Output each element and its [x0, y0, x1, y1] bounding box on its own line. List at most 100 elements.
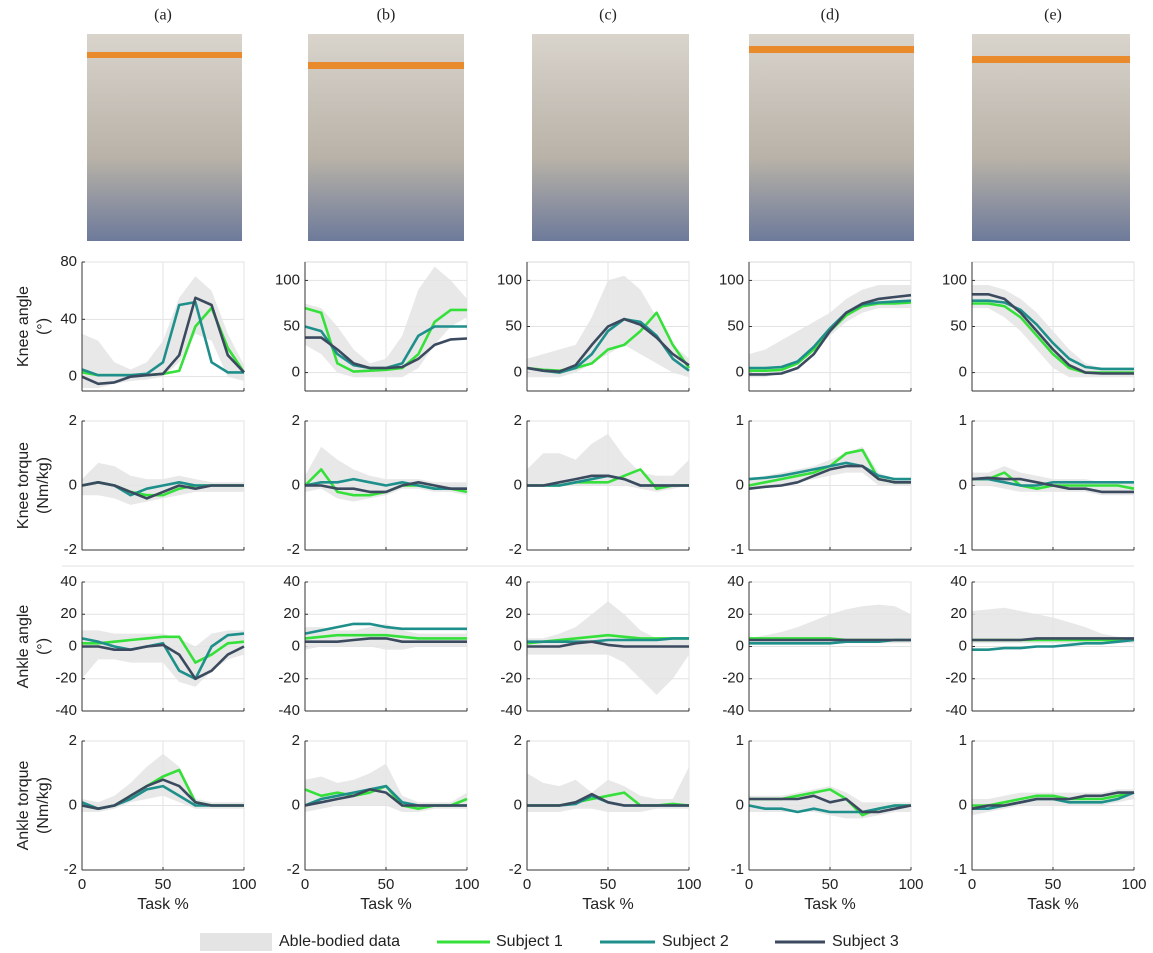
y-tick-label: 2	[292, 412, 300, 429]
y-tick-label: 2	[514, 412, 522, 429]
y-axis-label: Knee angle	[15, 286, 32, 367]
y-tick-label: 20	[950, 605, 967, 622]
plot: 050100-202Task %	[509, 732, 702, 913]
panel-label: (d)	[821, 7, 840, 24]
y-tick-label: 0	[514, 796, 522, 813]
x-tick-label: 0	[301, 876, 309, 893]
photo	[749, 34, 914, 241]
y-tick-label: -1	[954, 861, 967, 878]
photo	[972, 34, 1130, 241]
y-axis-label: Ankle torque	[15, 760, 32, 850]
photo	[87, 34, 242, 241]
y-tick-label: -20	[500, 670, 522, 687]
plot: -40 -20 0 20 40 Ankle angle(°)	[15, 573, 244, 719]
y-tick-label: 20	[505, 605, 522, 622]
panel-label: (a)	[154, 7, 172, 24]
y-tick-label: 100	[275, 271, 300, 288]
x-tick-label: 0	[78, 876, 86, 893]
y-tick-label: 0	[959, 476, 967, 493]
y-tick-label: -20	[55, 670, 77, 687]
y-tick-label: 2	[69, 732, 77, 749]
plot: -202	[509, 412, 689, 558]
legend-swatch	[200, 933, 272, 951]
y-tick-label: -40	[55, 702, 77, 719]
figure: (a)(b)(c)(d)(e)04080Knee angle(°)0501000…	[0, 0, 1153, 953]
y-tick-label: -2	[509, 861, 522, 878]
y-tick-label: 1	[959, 412, 967, 429]
plot: 050100	[942, 262, 1134, 391]
y-tick-label: 40	[283, 573, 300, 590]
y-tick-label: 50	[727, 317, 744, 334]
y-axis-label: (Nm/kg)	[35, 457, 52, 514]
y-tick-label: 0	[514, 476, 522, 493]
y-tick-label: 0	[292, 364, 300, 381]
y-tick-label: 2	[69, 412, 77, 429]
x-tick-label: 100	[454, 876, 479, 893]
y-tick-label: 1	[959, 732, 967, 749]
panel-label: (c)	[599, 7, 617, 24]
photo-detail	[749, 46, 914, 53]
panel-label: (e)	[1044, 7, 1062, 24]
y-tick-label: 100	[942, 271, 967, 288]
y-tick-label: -2	[64, 861, 77, 878]
y-tick-label: 0	[69, 637, 77, 654]
y-tick-label: 20	[727, 605, 744, 622]
photo-detail	[308, 62, 464, 69]
y-tick-label: 0	[69, 796, 77, 813]
y-axis-label: (°)	[35, 318, 52, 335]
x-axis-label: Task %	[804, 896, 856, 913]
y-tick-label: 80	[60, 253, 77, 270]
y-tick-label: 40	[505, 573, 522, 590]
plot: -40-2002040	[500, 573, 689, 719]
plot: 050100	[275, 262, 467, 391]
panel-label: (b)	[377, 7, 396, 24]
plot: -1 0 1	[954, 412, 1134, 558]
y-tick-label: -2	[287, 541, 300, 558]
y-tick-label: -1	[954, 541, 967, 558]
y-tick-label: 0	[292, 476, 300, 493]
x-tick-label: 100	[1121, 876, 1146, 893]
x-tick-label: 50	[1045, 876, 1062, 893]
x-axis-label: Task %	[1027, 896, 1079, 913]
y-tick-label: 0	[736, 637, 744, 654]
y-tick-label: -1	[731, 861, 744, 878]
x-axis-label: Task %	[137, 896, 189, 913]
y-tick-label: 40	[60, 310, 77, 327]
y-tick-label: 20	[60, 605, 77, 622]
x-axis-label: Task %	[360, 896, 412, 913]
x-tick-label: 0	[968, 876, 976, 893]
y-tick-label: -1	[731, 541, 744, 558]
y-tick-label: 0	[292, 637, 300, 654]
y-tick-label: 40	[60, 573, 77, 590]
y-tick-label: -20	[945, 670, 967, 687]
y-tick-label: -20	[278, 670, 300, 687]
y-tick-label: -40	[500, 702, 522, 719]
photos	[87, 34, 1130, 241]
y-tick-label: -40	[278, 702, 300, 719]
y-tick-label: 50	[950, 317, 967, 334]
y-tick-label: 0	[292, 796, 300, 813]
y-tick-label: 40	[727, 573, 744, 590]
y-tick-label: -40	[722, 702, 744, 719]
photo	[532, 34, 689, 241]
plot: -40-2002040	[278, 573, 467, 719]
x-tick-label: 100	[231, 876, 256, 893]
photo-detail	[972, 56, 1130, 63]
y-axis-label: (Nm/kg)	[35, 777, 52, 834]
y-tick-label: -2	[287, 861, 300, 878]
y-axis-label: Ankle angle	[15, 605, 32, 689]
y-tick-label: 100	[719, 271, 744, 288]
y-tick-label: 0	[736, 796, 744, 813]
x-tick-label: 50	[600, 876, 617, 893]
y-tick-label: 100	[497, 271, 522, 288]
x-tick-label: 50	[155, 876, 172, 893]
y-axis-label: (°)	[35, 638, 52, 655]
